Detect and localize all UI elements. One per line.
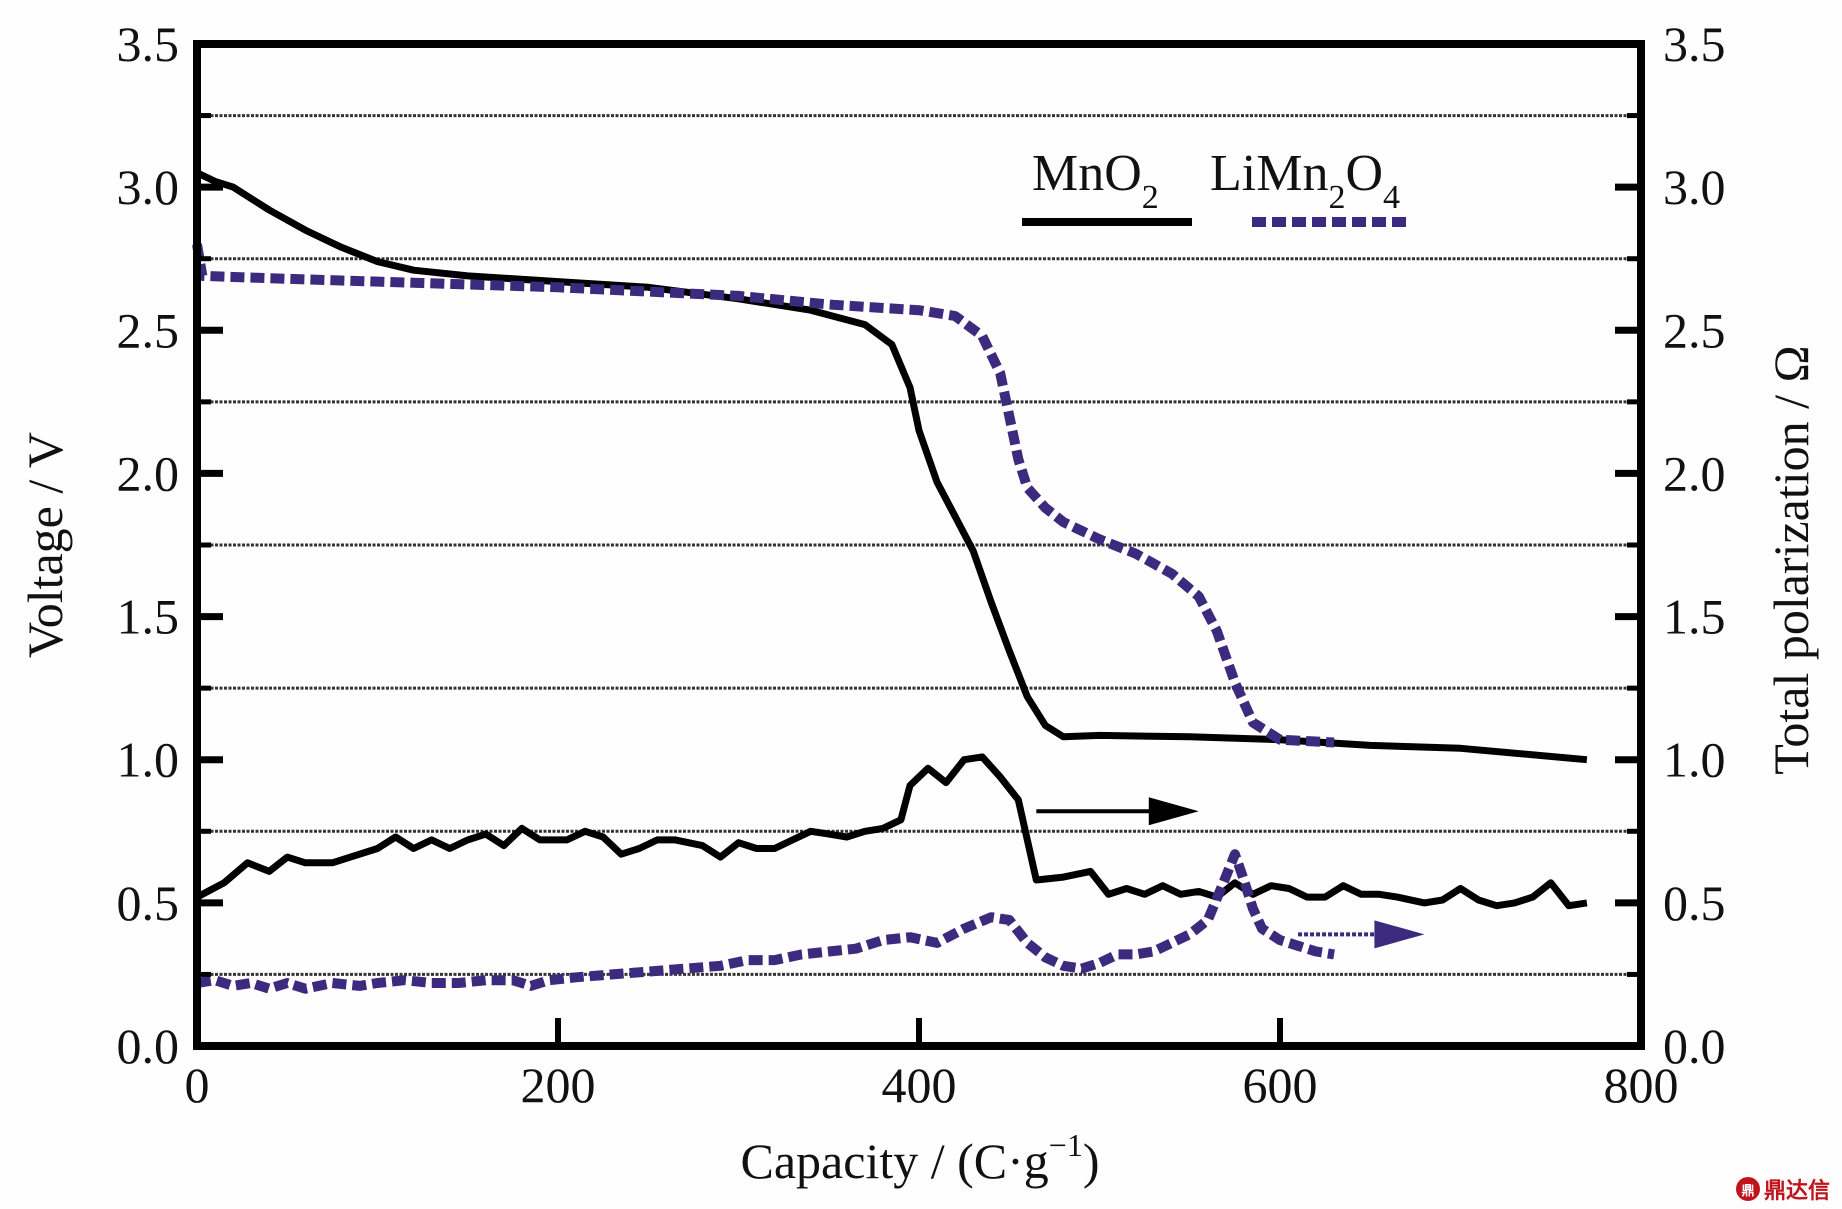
- y-tick-label: 1.5: [117, 589, 180, 645]
- legend-label-limn2o4-part: 4: [1383, 179, 1400, 216]
- y2-tick-label: 2.5: [1663, 302, 1726, 358]
- y-tick-label: 3.5: [117, 16, 180, 72]
- x-axis-title: Capacity / (C·g−1): [741, 1127, 1100, 1189]
- y2-axis-title: Total polarization / Ω: [1763, 345, 1819, 774]
- arrow-head-icon: [1374, 920, 1425, 949]
- watermark-text: 鼎达信: [1763, 1179, 1830, 1204]
- series-line-limn2o4-polarization: [196, 849, 1335, 994]
- legend-label-mno2-sub: 2: [1142, 179, 1159, 216]
- y-tick-label: 0.5: [117, 875, 180, 931]
- x-axis-title-tail: ): [1083, 1133, 1100, 1189]
- x-tick-label: 800: [1604, 1057, 1679, 1113]
- legend-label-mno2-base: MnO: [1032, 145, 1142, 202]
- annotations: [1036, 797, 1425, 949]
- x-tick-label: 0: [185, 1057, 210, 1113]
- arrow-head-icon: [1148, 797, 1199, 826]
- legend-label-limn2o4-part: LiMn: [1210, 145, 1328, 202]
- y-tick-label: 1.0: [117, 732, 180, 788]
- legend-label-mno2: MnO2: [1032, 145, 1159, 216]
- y2-tick-label: 1.5: [1663, 589, 1726, 645]
- legend: MnO2 LiMn2O4: [1022, 145, 1410, 227]
- legend-label-limn2o4: LiMn2O4: [1210, 145, 1400, 216]
- legend-label-limn2o4-part: O: [1345, 145, 1383, 202]
- y2-tick-label: 2.0: [1663, 445, 1726, 501]
- x-tick-label: 200: [521, 1057, 596, 1113]
- x-axis-title-main: Capacity / (C·g: [741, 1133, 1049, 1189]
- y-tick-label: 2.5: [117, 302, 180, 358]
- y2-tick-label: 1.0: [1663, 732, 1726, 788]
- series-line-mno2-voltage: [195, 169, 1588, 764]
- legend-label-limn2o4-part: 2: [1328, 179, 1345, 216]
- ticks: 0.0 0.5 1.0 1.5 2.0 2.5 3.0 3.5 0.0 0.5 1.0 1.5 2.0 2…: [117, 16, 1726, 1113]
- gridlines: [197, 114, 1641, 976]
- y-tick-label: 2.0: [117, 445, 180, 501]
- y2-tick-label: 3.5: [1663, 16, 1726, 72]
- y2-tick-label: 0.5: [1663, 875, 1726, 931]
- y2-tick-label: 0.0: [1663, 1018, 1726, 1074]
- series-line-limn2o4-voltage: [192, 243, 1335, 748]
- y-tick-label: 3.0: [117, 159, 180, 215]
- y-axis-title: Voltage / V: [17, 432, 73, 658]
- y2-tick-label: 3.0: [1663, 159, 1726, 215]
- y-tick-label: 0.0: [117, 1018, 180, 1074]
- series-group: [192, 169, 1588, 994]
- series-line-mno2-polarization: [195, 753, 1588, 910]
- watermark-logo-icon: 鼎: [1735, 1177, 1760, 1201]
- x-tick-label: 600: [1243, 1057, 1318, 1113]
- x-axis-title-sup: −1: [1049, 1127, 1083, 1163]
- x-tick-label: 400: [882, 1057, 957, 1113]
- watermark: 鼎 鼎达信: [1735, 1173, 1830, 1205]
